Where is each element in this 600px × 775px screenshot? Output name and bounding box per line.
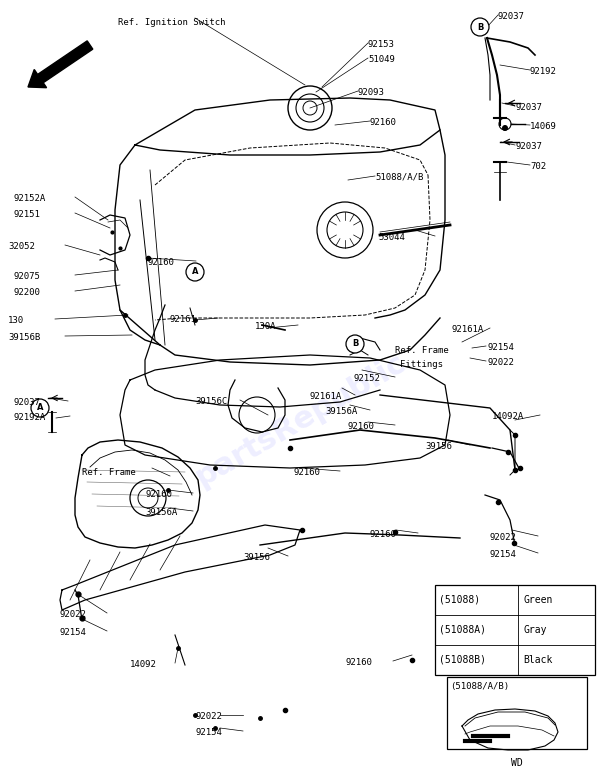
Text: Black: Black	[523, 655, 553, 665]
Text: 92154: 92154	[195, 728, 222, 737]
Text: 39156: 39156	[425, 442, 452, 451]
Text: (51088/A/B): (51088/A/B)	[450, 682, 509, 691]
Circle shape	[471, 18, 489, 36]
Text: partsRepublic: partsRepublic	[190, 348, 410, 492]
Text: 92152: 92152	[353, 374, 380, 383]
Text: 92153: 92153	[368, 40, 395, 49]
Text: 92161A: 92161A	[310, 392, 342, 401]
Text: 92022: 92022	[195, 712, 222, 721]
Text: 702: 702	[530, 162, 546, 171]
Text: Ref. Frame: Ref. Frame	[395, 346, 449, 355]
Text: 92161: 92161	[170, 315, 197, 324]
Text: 92152A: 92152A	[13, 194, 45, 203]
Text: 51088/A/B: 51088/A/B	[375, 173, 424, 182]
Text: 39156: 39156	[243, 553, 270, 562]
Text: Gray: Gray	[523, 625, 547, 635]
Text: 92160: 92160	[145, 490, 172, 499]
Text: 92161A: 92161A	[452, 325, 484, 334]
Text: 14092A: 14092A	[492, 412, 524, 421]
Text: 51049: 51049	[368, 55, 395, 64]
Text: 92160: 92160	[345, 658, 372, 667]
Text: 92154: 92154	[60, 628, 87, 637]
Text: Ref. Frame: Ref. Frame	[82, 468, 136, 477]
Text: 92154: 92154	[490, 550, 517, 559]
Text: 14069: 14069	[530, 122, 557, 131]
Bar	[435, 585, 595, 675]
Text: 39156A: 39156A	[145, 508, 177, 517]
Text: 92200: 92200	[13, 288, 40, 297]
Text: 92022: 92022	[60, 610, 87, 619]
Text: B: B	[477, 22, 483, 32]
Text: A: A	[37, 404, 43, 412]
Text: A: A	[192, 267, 198, 277]
Text: (51088B): (51088B)	[439, 655, 486, 665]
Bar	[447, 677, 587, 749]
Circle shape	[186, 263, 204, 281]
Text: Ref. Ignition Switch: Ref. Ignition Switch	[118, 18, 226, 27]
Text: 130A: 130A	[255, 322, 277, 331]
Text: 14092: 14092	[130, 660, 157, 669]
Text: 92037: 92037	[13, 398, 40, 407]
Text: (51088A): (51088A)	[439, 625, 486, 635]
Text: 92037: 92037	[515, 103, 542, 112]
Text: 92160: 92160	[370, 118, 397, 127]
Text: 130: 130	[8, 316, 24, 325]
Circle shape	[346, 335, 364, 353]
Text: 53044: 53044	[378, 233, 405, 242]
Circle shape	[31, 399, 49, 417]
Text: 92192A: 92192A	[13, 413, 45, 422]
Text: 92160: 92160	[348, 422, 375, 431]
Text: 92154: 92154	[488, 343, 515, 352]
FancyArrow shape	[28, 41, 93, 88]
Text: 39156C: 39156C	[195, 397, 227, 406]
Text: 92037: 92037	[498, 12, 525, 21]
Text: 92022: 92022	[488, 358, 515, 367]
Text: 92160: 92160	[293, 468, 320, 477]
Text: 92022: 92022	[490, 533, 517, 542]
Text: 92192: 92192	[530, 67, 557, 76]
Text: 92037: 92037	[515, 142, 542, 151]
Text: WD: WD	[511, 758, 523, 768]
Text: Fittings: Fittings	[400, 360, 443, 369]
Text: 92160: 92160	[370, 530, 397, 539]
Text: 39156A: 39156A	[325, 407, 357, 416]
Text: 92160: 92160	[148, 258, 175, 267]
Text: 92151: 92151	[13, 210, 40, 219]
Text: 32052: 32052	[8, 242, 35, 251]
Text: Green: Green	[523, 595, 553, 605]
Text: 39156B: 39156B	[8, 333, 40, 342]
Circle shape	[502, 125, 508, 131]
Text: B: B	[352, 339, 358, 349]
Text: 92075: 92075	[13, 272, 40, 281]
Text: 92093: 92093	[358, 88, 385, 97]
Text: (51088): (51088)	[439, 595, 480, 605]
